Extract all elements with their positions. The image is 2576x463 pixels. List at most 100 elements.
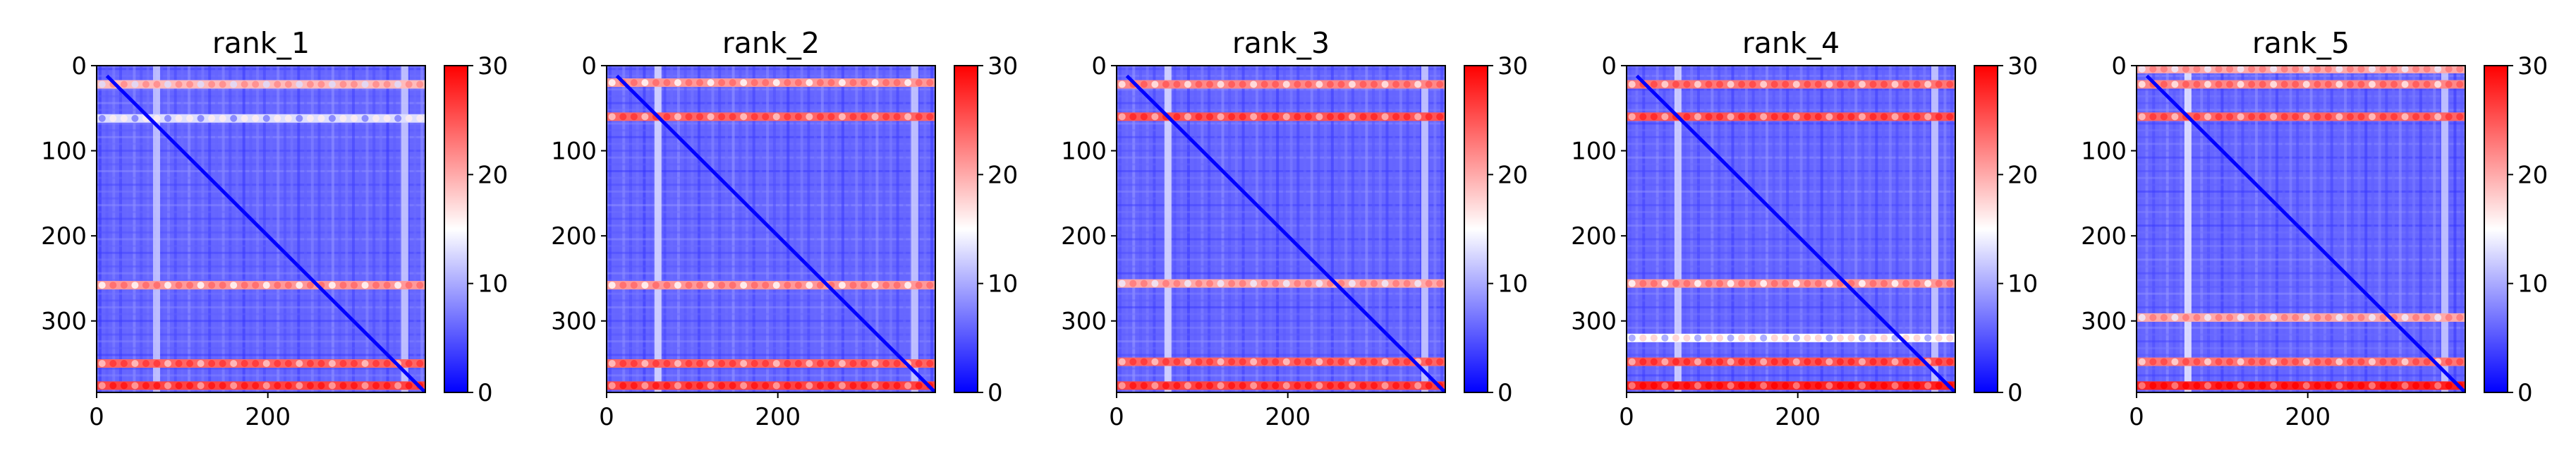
heatmap-band-speck xyxy=(219,114,226,122)
heatmap-band-speck xyxy=(2357,80,2365,88)
heatmap-band-speck xyxy=(751,79,758,87)
heatmap-band-speck xyxy=(1825,80,1833,88)
heatmap-texture-row xyxy=(1117,340,1445,343)
heatmap-band-speck xyxy=(838,382,846,390)
heatmap-texture-column xyxy=(704,66,707,392)
heatmap-band-speck xyxy=(2423,358,2431,366)
heatmap-band-speck xyxy=(1858,80,1866,88)
heatmap-band-speck xyxy=(1392,80,1400,88)
heatmap-band-speck xyxy=(1282,358,1290,366)
heatmap-band-speck xyxy=(241,114,248,122)
heatmap-band-speck xyxy=(186,282,194,289)
heatmap-band-speck xyxy=(674,113,681,121)
heatmap-texture-row xyxy=(2137,122,2465,125)
heatmap-band-speck xyxy=(794,382,802,390)
heatmap-texture-row xyxy=(1117,320,1445,323)
heatmap-texture-column xyxy=(2180,66,2183,392)
heatmap-band-speck xyxy=(1316,358,1323,366)
heatmap-band-speck xyxy=(372,382,380,390)
heatmap-texture-column xyxy=(1820,66,1823,392)
heatmap-band-speck xyxy=(641,382,649,390)
heatmap-band-speck xyxy=(197,282,205,289)
heatmap-band-speck xyxy=(1628,279,1636,287)
heatmap-band-speck xyxy=(827,382,835,390)
heatmap-texture-column xyxy=(1256,66,1259,392)
heatmap-band-speck xyxy=(274,360,281,368)
heatmap-texture-column xyxy=(345,66,348,392)
heatmap-band-speck xyxy=(1782,80,1790,88)
heatmap-band-speck xyxy=(2171,313,2179,321)
heatmap-band-speck xyxy=(1749,358,1756,366)
heatmap-band-speck xyxy=(2237,66,2244,73)
heatmap-texture-column xyxy=(1324,66,1328,392)
heatmap-band-speck xyxy=(904,382,912,390)
heatmap-texture-column xyxy=(1440,66,1444,392)
heatmap-band-speck xyxy=(1847,113,1855,121)
heatmap-band-speck xyxy=(351,80,358,88)
heatmap-texture-column xyxy=(1875,66,1878,392)
heatmap-texture-row xyxy=(1627,367,1955,370)
heatmap-band-speck xyxy=(1151,382,1159,390)
heatmap-band-speck xyxy=(1250,113,1258,121)
heatmap-texture-column xyxy=(112,66,116,392)
heatmap-texture-column xyxy=(1269,66,1272,392)
heatmap-band-speck xyxy=(2379,66,2387,73)
heatmap-texture-column xyxy=(1670,66,1673,392)
heatmap-band-speck xyxy=(306,282,314,289)
heatmap-texture-row xyxy=(97,217,425,220)
heatmap-band-speck xyxy=(1228,382,1236,390)
heatmap-band-speck xyxy=(1282,382,1290,390)
heatmap-texture-column xyxy=(1344,66,1348,392)
heatmap-band-speck xyxy=(317,382,325,390)
heatmap-texture-column xyxy=(1385,66,1389,392)
heatmap-texture-row xyxy=(2137,354,2465,356)
heatmap-diagonal xyxy=(1125,74,1445,392)
heatmap-texture-column xyxy=(386,66,389,392)
heatmap-band-speck xyxy=(1792,80,1800,88)
heatmap-band-speck xyxy=(109,382,117,390)
heatmap-band-speck xyxy=(2204,66,2211,73)
heatmap-texture-column xyxy=(827,66,831,392)
heatmap-band-speck xyxy=(1326,358,1334,366)
heatmap-band-speck xyxy=(1436,80,1444,88)
heatmap-texture-column xyxy=(2337,66,2340,392)
heatmap-band-speck xyxy=(784,360,791,368)
heatmap-band-speck xyxy=(1792,113,1800,121)
heatmap-band-speck xyxy=(915,360,923,368)
heatmap-band-speck xyxy=(306,80,314,88)
colorbar-tick-label: 30 xyxy=(478,52,508,80)
heatmap-texture-row xyxy=(2137,150,2465,152)
heatmap-texture-column xyxy=(1950,66,1954,392)
heatmap-band-speck xyxy=(328,114,336,122)
heatmap-texture-row xyxy=(97,109,425,112)
heatmap-band-speck xyxy=(1403,358,1411,366)
heatmap-texture-column xyxy=(1241,66,1245,392)
heatmap-band-speck xyxy=(1716,279,1724,287)
heatmap-band-speck xyxy=(2215,313,2223,321)
heatmap-texture-row xyxy=(607,265,935,268)
heatmap-band-speck xyxy=(1836,113,1844,121)
heatmap-band-speck xyxy=(2280,80,2288,88)
heatmap-band-speck xyxy=(175,114,183,122)
heatmap-texture-row xyxy=(1117,245,1445,248)
heatmap-band-speck xyxy=(1705,334,1713,342)
heatmap-band-speck xyxy=(2401,66,2409,73)
heatmap-band-speck xyxy=(1118,113,1126,121)
heatmap-texture-column xyxy=(214,66,218,392)
heatmap-band-speck xyxy=(2357,358,2365,366)
heatmap-band-speck xyxy=(806,360,813,368)
heatmap-band-speck xyxy=(296,80,303,88)
y-tick-label: 300 xyxy=(1061,308,1107,336)
heatmap-band-speck xyxy=(1650,358,1658,366)
heatmap-band-speck xyxy=(630,79,638,87)
heatmap-band-speck xyxy=(1425,80,1433,88)
heatmap-texture-row xyxy=(97,163,425,166)
heatmap-texture-column xyxy=(310,66,314,392)
heatmap-band-speck xyxy=(762,282,770,289)
heatmap-texture-row xyxy=(2137,224,2465,227)
heatmap-band-speck xyxy=(1272,80,1280,88)
heatmap-band-column xyxy=(1674,66,1682,392)
heatmap-band-speck xyxy=(893,360,901,368)
heatmap-texture-column xyxy=(1882,66,1885,392)
heatmap-band-speck xyxy=(2401,313,2409,321)
